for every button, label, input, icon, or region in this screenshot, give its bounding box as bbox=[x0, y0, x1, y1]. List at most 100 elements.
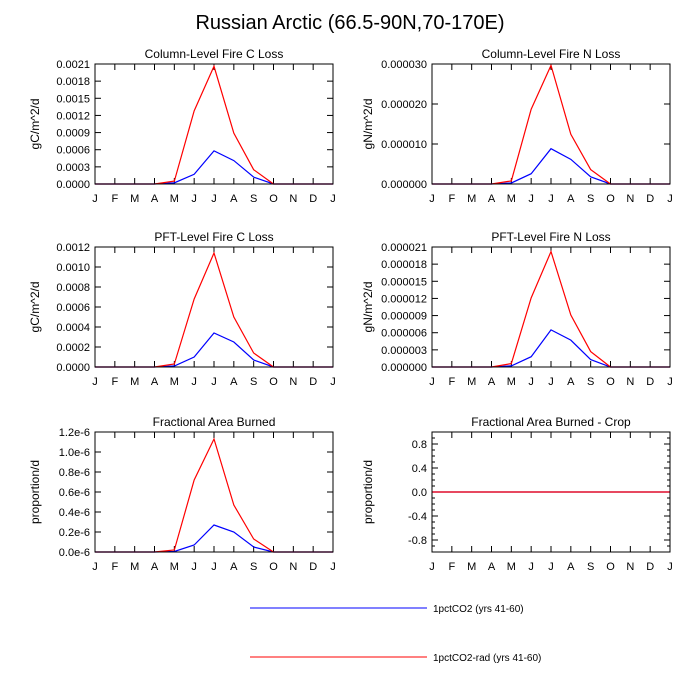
x-tick-label: J bbox=[528, 561, 534, 573]
y-tick-label: 0.0012 bbox=[56, 110, 90, 122]
x-tick-label: N bbox=[626, 561, 634, 573]
x-tick-label: J bbox=[330, 561, 336, 573]
y-axis-label: gN/m^2/d bbox=[361, 282, 375, 333]
legend-item-2: 1pctCO2-rad (yrs 41-60) bbox=[250, 653, 541, 664]
y-tick-label: 0.000012 bbox=[381, 293, 427, 305]
x-tick-label: J bbox=[667, 193, 673, 205]
x-tick-label: O bbox=[606, 376, 615, 388]
plot-frame bbox=[94, 246, 334, 368]
panel-title: PFT-Level Fire C Loss bbox=[154, 230, 273, 244]
x-tick-label: F bbox=[111, 561, 118, 573]
series-line-2 bbox=[95, 251, 333, 368]
y-tick-label: 0.0000 bbox=[56, 362, 90, 374]
panel-title: Fractional Area Burned bbox=[153, 415, 276, 429]
y-axis-label: proportion/d bbox=[361, 460, 375, 524]
x-tick-label: J bbox=[548, 561, 554, 573]
x-tick-label: A bbox=[567, 376, 575, 388]
x-tick-label: O bbox=[606, 561, 615, 573]
y-tick-label: 0.0003 bbox=[56, 162, 90, 174]
x-tick-label: A bbox=[151, 561, 159, 573]
y-tick-label: 0.0021 bbox=[56, 59, 90, 71]
x-tick-label: M bbox=[130, 376, 139, 388]
x-tick-label: A bbox=[151, 376, 159, 388]
y-axis-label: gC/m^2/d bbox=[28, 99, 42, 150]
x-tick-label: J bbox=[211, 376, 217, 388]
y-axis-label: gC/m^2/d bbox=[28, 282, 42, 333]
y-axis-label: gN/m^2/d bbox=[361, 99, 375, 150]
chart-panel-3: PFT-Level Fire C Loss gC/m^2/d 0.0000 0.000… bbox=[28, 230, 336, 388]
panel-title: PFT-Level Fire N Loss bbox=[491, 230, 610, 244]
y-tick-label: 0.4 bbox=[412, 463, 427, 475]
x-tick-label: J bbox=[191, 561, 197, 573]
y-tick-label: -0.8 bbox=[408, 535, 427, 547]
y-tick-label: 0.000018 bbox=[381, 259, 427, 271]
x-tick-label: A bbox=[567, 561, 575, 573]
x-tick-label: D bbox=[646, 193, 654, 205]
x-tick-label: M bbox=[130, 193, 139, 205]
x-tick-label: J bbox=[548, 376, 554, 388]
y-tick-label: 0.000000 bbox=[381, 179, 427, 191]
x-tick-label: J bbox=[211, 193, 217, 205]
x-tick-label: J bbox=[330, 376, 336, 388]
figure-title: Russian Arctic (66.5-90N,70-170E) bbox=[195, 12, 505, 34]
plot-frame bbox=[94, 63, 334, 185]
x-tick-label: J bbox=[330, 193, 336, 205]
x-tick-label: F bbox=[448, 376, 455, 388]
x-tick-label: M bbox=[467, 561, 476, 573]
y-tick-label: 1.0e-6 bbox=[59, 447, 90, 459]
x-tick-label: J bbox=[528, 376, 534, 388]
x-tick-label: N bbox=[626, 193, 634, 205]
y-tick-label: 0.000009 bbox=[381, 311, 427, 323]
x-tick-label: J bbox=[429, 376, 435, 388]
x-tick-label: S bbox=[250, 376, 257, 388]
x-tick-label: A bbox=[230, 376, 238, 388]
y-tick-label: 0.0002 bbox=[56, 342, 90, 354]
x-tick-label: A bbox=[230, 193, 238, 205]
chart-panel-2: Column-Level Fire N Loss gN/m^2/d 0.000000… bbox=[361, 47, 673, 205]
x-tick-label: M bbox=[130, 561, 139, 573]
chart-panel-4: PFT-Level Fire N Loss gN/m^2/d 0.000000 0.0… bbox=[361, 230, 673, 388]
x-tick-label: M bbox=[170, 193, 179, 205]
y-tick-label: 0.8e-6 bbox=[59, 467, 90, 479]
x-tick-label: F bbox=[448, 193, 455, 205]
y-axis-label: proportion/d bbox=[28, 460, 42, 524]
x-tick-label: N bbox=[289, 376, 297, 388]
y-tick-label: 0.8 bbox=[412, 439, 427, 451]
chart-panel-5: Fractional Area Burned proportion/d 0.0e-6… bbox=[28, 415, 336, 573]
y-tick-label: 0.0015 bbox=[56, 93, 90, 105]
y-tick-label: 0.6e-6 bbox=[59, 487, 90, 499]
x-tick-label: N bbox=[626, 376, 634, 388]
y-tick-label: 0.000010 bbox=[381, 139, 427, 151]
x-tick-label: M bbox=[507, 561, 516, 573]
x-tick-label: O bbox=[269, 561, 278, 573]
y-tick-label: 0.000003 bbox=[381, 345, 427, 357]
x-tick-label: A bbox=[488, 561, 496, 573]
x-tick-label: N bbox=[289, 561, 297, 573]
legend-label: 1pctCO2 (yrs 41-60) bbox=[433, 604, 524, 615]
y-tick-label: 0.000030 bbox=[381, 59, 427, 71]
plot-frame bbox=[431, 246, 671, 368]
x-tick-label: D bbox=[646, 561, 654, 573]
x-tick-label: M bbox=[170, 376, 179, 388]
x-tick-label: J bbox=[667, 376, 673, 388]
y-tick-label: 0.0e-6 bbox=[59, 547, 90, 559]
y-tick-label: 0.000015 bbox=[381, 276, 427, 288]
plot-frame bbox=[431, 63, 671, 185]
x-tick-label: J bbox=[429, 193, 435, 205]
x-tick-label: A bbox=[567, 193, 575, 205]
x-tick-label: D bbox=[309, 193, 317, 205]
series-line-2 bbox=[95, 437, 333, 553]
x-tick-label: J bbox=[667, 561, 673, 573]
y-tick-label: -0.4 bbox=[408, 511, 427, 523]
chart-panel-6: Fractional Area Burned - Crop proportion/… bbox=[361, 415, 673, 573]
y-tick-label: 0.000000 bbox=[381, 362, 427, 374]
series-line-2 bbox=[95, 64, 333, 185]
y-tick-label: 0.000021 bbox=[381, 242, 427, 254]
x-tick-label: A bbox=[488, 376, 496, 388]
x-tick-label: D bbox=[646, 376, 654, 388]
x-tick-label: O bbox=[269, 193, 278, 205]
y-tick-label: 0.0000 bbox=[56, 179, 90, 191]
legend-label: 1pctCO2-rad (yrs 41-60) bbox=[433, 653, 541, 664]
x-tick-label: J bbox=[191, 376, 197, 388]
